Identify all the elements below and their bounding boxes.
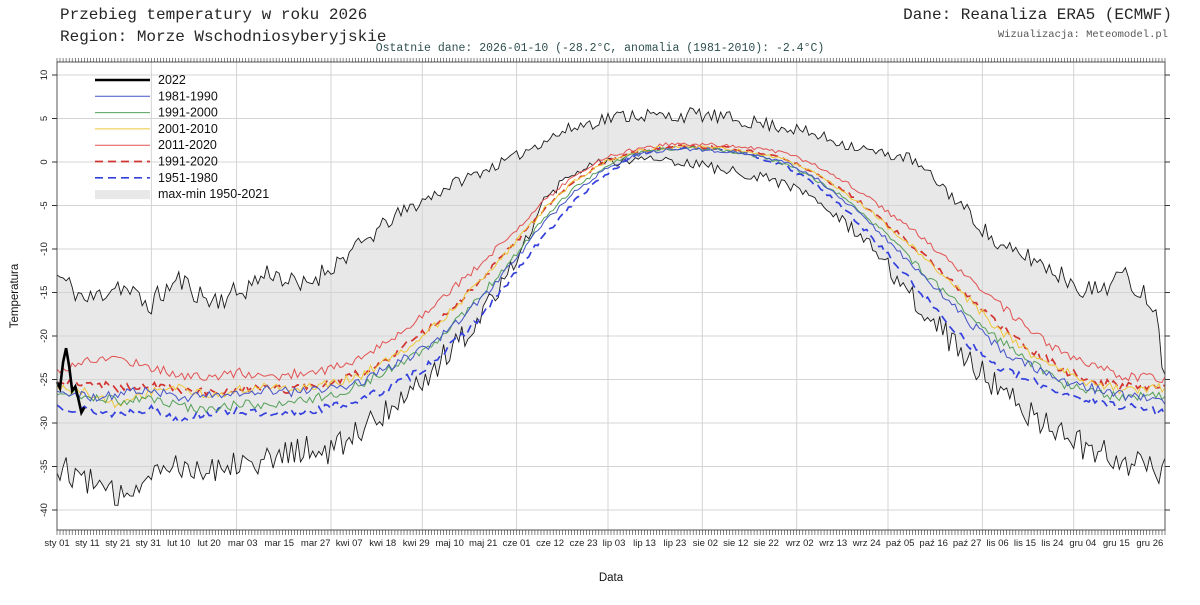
svg-text:-20: -20 xyxy=(39,329,50,343)
svg-text:2001-2010: 2001-2010 xyxy=(158,122,218,136)
svg-text:gru 15: gru 15 xyxy=(1103,538,1130,549)
svg-text:maj 21: maj 21 xyxy=(469,538,498,549)
svg-text:sty 01: sty 01 xyxy=(44,538,69,549)
series-2001-2010 xyxy=(56,144,1166,409)
svg-text:lip 03: lip 03 xyxy=(603,538,626,549)
svg-text:mar 27: mar 27 xyxy=(301,538,331,549)
x-axis-ticks xyxy=(56,58,1166,535)
svg-text:gru 26: gru 26 xyxy=(1136,538,1163,549)
svg-text:kwi 07: kwi 07 xyxy=(336,538,363,549)
svg-text:2022: 2022 xyxy=(158,73,186,87)
chart-legend: 2022 1981-1990 1991-2000 2001-2010 2011-2020… xyxy=(95,73,269,201)
svg-text:0: 0 xyxy=(39,159,50,164)
svg-text:1991-2000: 1991-2000 xyxy=(158,106,218,120)
svg-text:mar 15: mar 15 xyxy=(264,538,294,549)
svg-text:2011-2020: 2011-2020 xyxy=(158,138,217,152)
svg-text:maj 10: maj 10 xyxy=(435,538,464,549)
svg-text:1951-1980: 1951-1980 xyxy=(158,171,218,185)
y-axis-title: Temperatura xyxy=(9,263,21,328)
svg-text:-15: -15 xyxy=(39,286,50,300)
svg-text:gru 04: gru 04 xyxy=(1069,538,1096,549)
svg-text:cze 01: cze 01 xyxy=(503,538,531,549)
svg-text:kwi 29: kwi 29 xyxy=(403,538,430,549)
svg-text:lut 10: lut 10 xyxy=(167,538,190,549)
svg-text:lut 20: lut 20 xyxy=(198,538,221,549)
svg-text:wrz 13: wrz 13 xyxy=(818,538,847,549)
svg-text:sty 21: sty 21 xyxy=(105,538,130,549)
svg-text:lis 06: lis 06 xyxy=(987,538,1009,549)
series-1981-1990 xyxy=(56,147,1166,405)
svg-text:-30: -30 xyxy=(39,416,50,430)
series-2011-2020 xyxy=(56,142,1166,384)
svg-text:1981-1990: 1981-1990 xyxy=(158,89,218,103)
svg-text:lip 23: lip 23 xyxy=(664,538,687,549)
svg-text:lip 13: lip 13 xyxy=(633,538,656,549)
y-axis-ticks xyxy=(52,74,1170,511)
series-1951-1980 xyxy=(56,144,1166,424)
max-min-band xyxy=(57,107,1165,506)
svg-text:wrz 24: wrz 24 xyxy=(852,538,881,549)
visualization-credit: Wizualizacja: Meteomodel.pl xyxy=(997,29,1168,41)
svg-text:lis 15: lis 15 xyxy=(1014,538,1036,549)
svg-text:1991-2020: 1991-2020 xyxy=(158,155,218,169)
series-2022 xyxy=(55,347,86,417)
svg-text:-25: -25 xyxy=(39,373,50,387)
svg-text:sie 22: sie 22 xyxy=(754,538,779,549)
data-source: Dane: Reanaliza ERA5 (ECMWF) xyxy=(903,6,1172,24)
svg-text:-35: -35 xyxy=(39,460,50,474)
svg-text:sty 11: sty 11 xyxy=(75,538,100,549)
svg-text:max-min 1950-2021: max-min 1950-2021 xyxy=(158,187,269,201)
svg-text:lis 24: lis 24 xyxy=(1041,538,1063,549)
x-tick-labels: sty 01 sty 11 sty 21 sty 31 lut 10 lut 20 mar … xyxy=(44,538,1163,549)
svg-text:wrz 02: wrz 02 xyxy=(785,538,814,549)
y-tick-labels: 10 5 0 -5 -10 -15 -20 -25 -30 -35 -40 xyxy=(39,70,50,517)
svg-text:cze 12: cze 12 xyxy=(536,538,564,549)
svg-text:paź 16: paź 16 xyxy=(919,538,948,549)
svg-text:-10: -10 xyxy=(39,242,50,256)
region-subtitle: Region: Morze Wschodniosyberyjskie xyxy=(60,28,387,46)
svg-text:paź 27: paź 27 xyxy=(953,538,982,549)
svg-text:5: 5 xyxy=(39,116,50,121)
series-1991-2000 xyxy=(56,145,1166,414)
svg-text:-5: -5 xyxy=(39,201,50,209)
last-data-note: Ostatnie dane: 2026-01-10 (-28.2°C, anom… xyxy=(375,42,825,55)
svg-text:sie 12: sie 12 xyxy=(723,538,748,549)
svg-text:10: 10 xyxy=(39,70,50,81)
svg-text:paź 05: paź 05 xyxy=(886,538,915,549)
svg-text:sty 31: sty 31 xyxy=(136,538,161,549)
svg-text:mar 03: mar 03 xyxy=(228,538,258,549)
page-title: Przebieg temperatury w roku 2026 xyxy=(60,6,368,24)
svg-text:sie 02: sie 02 xyxy=(693,538,718,549)
svg-text:-40: -40 xyxy=(39,503,50,517)
svg-text:cze 23: cze 23 xyxy=(570,538,598,549)
x-axis-title: Data xyxy=(599,572,624,584)
svg-text:kwi 18: kwi 18 xyxy=(369,538,396,549)
